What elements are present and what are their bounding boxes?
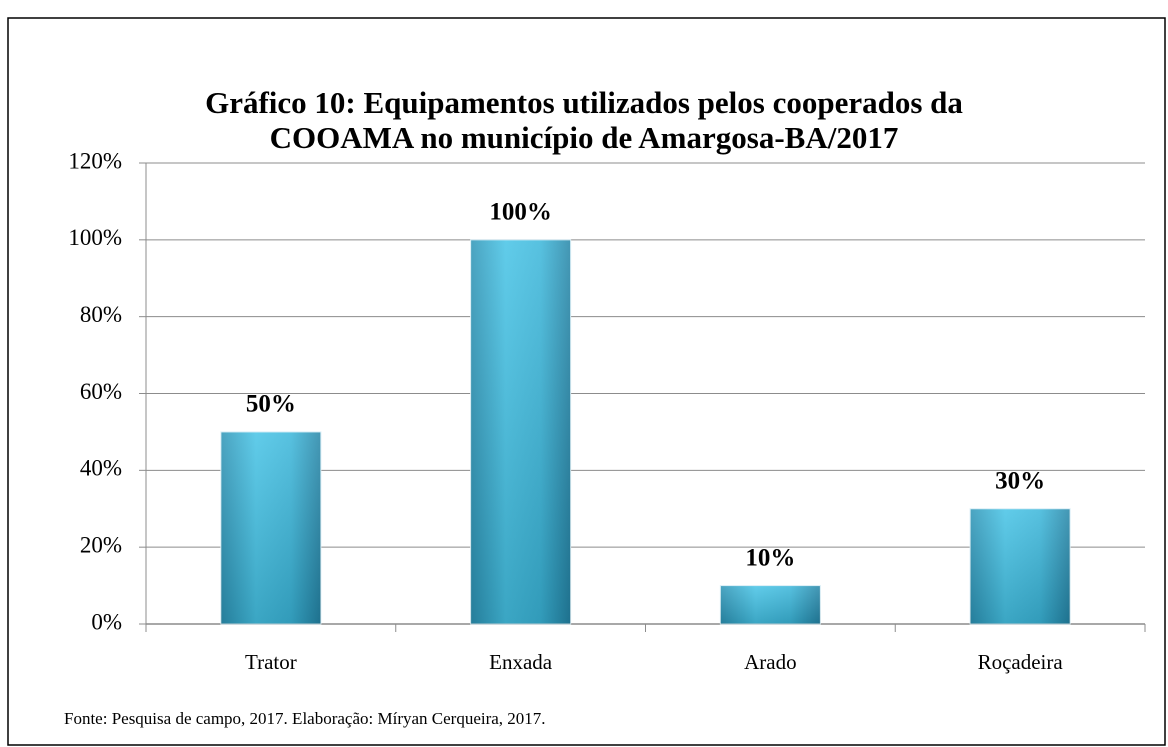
value-label: 100% (489, 199, 552, 226)
value-label: 10% (745, 544, 795, 571)
bar-shade (470, 239, 571, 625)
bar-shade (970, 508, 1071, 624)
y-tick-label: 120% (68, 148, 122, 173)
value-label: 30% (995, 467, 1045, 494)
source-note: Fonte: Pesquisa de campo, 2017. Elaboraç… (64, 709, 546, 728)
x-tick-label: Arado (744, 650, 796, 674)
chart-title: COOAMA no município de Amargosa-BA/2017 (270, 120, 899, 155)
y-tick-label: 100% (68, 225, 122, 250)
x-tick-label: Trator (245, 650, 297, 674)
y-tick-label: 60% (80, 379, 122, 404)
bar-shade (220, 431, 321, 624)
value-label: 50% (246, 391, 296, 418)
x-tick-label: Roçadeira (978, 650, 1064, 674)
y-tick-label: 80% (80, 302, 122, 327)
y-tick-label: 0% (91, 609, 122, 634)
bar-shade (720, 585, 821, 624)
y-tick-label: 40% (80, 456, 122, 481)
chart-title: Gráfico 10: Equipamentos utilizados pelo… (205, 85, 963, 120)
y-tick-label: 20% (80, 532, 122, 557)
x-tick-label: Enxada (489, 650, 553, 674)
